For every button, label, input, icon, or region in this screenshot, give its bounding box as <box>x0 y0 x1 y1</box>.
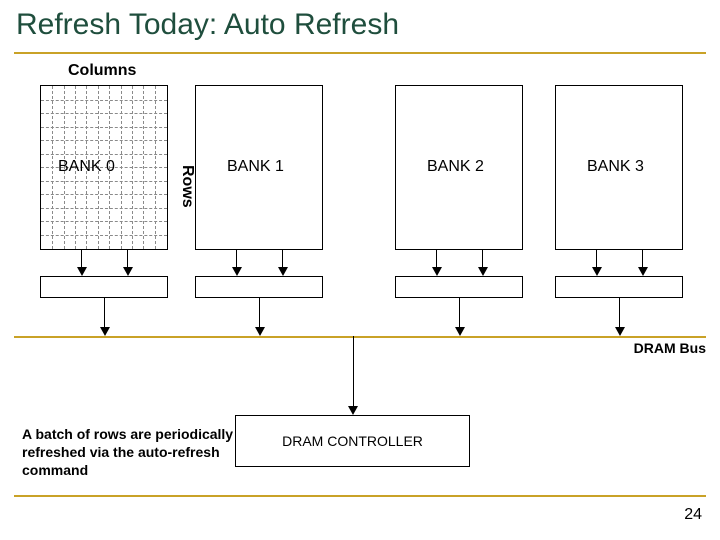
dram-controller: DRAM CONTROLLER <box>235 415 470 467</box>
page-number: 24 <box>684 506 702 524</box>
row-buffer-1 <box>195 276 323 298</box>
bottom-rule <box>14 495 706 497</box>
controller-label: DRAM CONTROLLER <box>282 433 423 449</box>
row-buffer-0 <box>40 276 168 298</box>
rows-label: Rows <box>178 165 196 208</box>
row-buffer-3 <box>555 276 683 298</box>
caption-text: A batch of rows are periodically refresh… <box>22 425 262 480</box>
title-rule <box>14 52 706 54</box>
bank-label-3: BANK 3 <box>587 158 644 176</box>
bank-label-2: BANK 2 <box>427 158 484 176</box>
bank-label-1: BANK 1 <box>227 158 284 176</box>
dram-bus-label: DRAM Bus <box>634 340 706 356</box>
row-buffer-2 <box>395 276 523 298</box>
columns-label: Columns <box>68 62 136 80</box>
bank-label-0: BANK 0 <box>58 158 115 176</box>
slide: Refresh Today: Auto Refresh Columns Rows… <box>0 0 720 540</box>
dram-bus-line <box>14 336 706 338</box>
page-title: Refresh Today: Auto Refresh <box>16 8 399 42</box>
